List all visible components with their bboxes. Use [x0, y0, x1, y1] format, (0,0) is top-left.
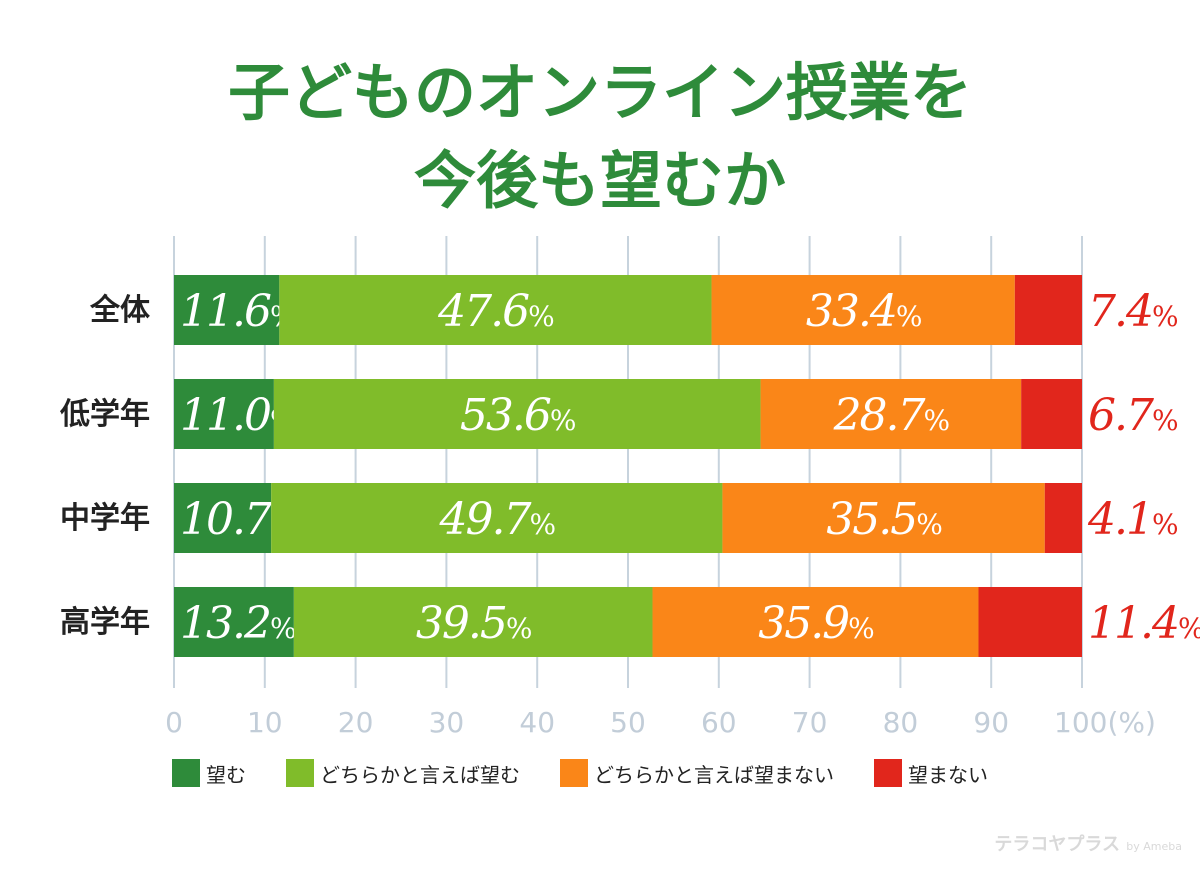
bar-somewhat-not-want-0 — [711, 275, 1015, 345]
legend-label-not-want: 望まない — [908, 762, 988, 787]
bar-somewhat-want-2 — [271, 483, 723, 553]
bar-want-3 — [174, 587, 294, 657]
legend-label-somewhat-want: どちらかと言えば望む — [320, 762, 520, 787]
watermark-brand: テラコヤプラス — [994, 834, 1120, 855]
bar-somewhat-not-want-3 — [652, 587, 979, 657]
bar-somewhat-want-1 — [273, 379, 761, 449]
category-label-1: 低学年 — [59, 397, 150, 432]
data-label-want-3: 13.2% — [180, 598, 296, 649]
bar-somewhat-want-0 — [279, 275, 712, 345]
legend-label-somewhat-not-want: どちらかと言えば望まない — [594, 762, 834, 787]
legend: 望む どちらかと言えば望む どちらかと言えば望まない 望まない — [172, 758, 1028, 788]
bar-want-2 — [174, 483, 272, 553]
data-label-not-want-0: 7.4% — [1088, 286, 1178, 337]
x-tick-label-2: 20 — [338, 706, 374, 739]
x-tick-label-0: 0 — [165, 706, 183, 739]
x-tick-label-1: 10 — [247, 706, 283, 739]
bar-not-want-1 — [1021, 379, 1082, 449]
data-label-not-want-2: 4.1% — [1087, 494, 1178, 545]
category-label-0: 全体 — [89, 293, 151, 328]
data-label-somewhat-want-1: 53.6% — [460, 390, 576, 441]
legend-swatch-somewhat-want — [286, 759, 314, 787]
data-label-somewhat-want-2: 49.7% — [439, 494, 556, 545]
data-label-somewhat-not-want-3: 35.9% — [758, 598, 874, 649]
chart-title-line-2: 今後も望むか — [413, 144, 786, 217]
data-label-somewhat-want-0: 47.6% — [437, 286, 554, 337]
bar-not-want-0 — [1014, 275, 1082, 345]
data-label-somewhat-not-want-0: 33.4% — [806, 286, 922, 337]
x-tick-label-5: 50 — [610, 706, 646, 739]
data-label-somewhat-want-3: 39.5% — [416, 598, 532, 649]
x-tick-label-10: 100(%) — [1054, 706, 1156, 739]
watermark-by: by Ameba — [1126, 840, 1182, 853]
category-label-3: 高学年 — [60, 605, 150, 640]
legend-swatch-not-want — [874, 759, 902, 787]
x-tick-label-3: 30 — [429, 706, 465, 739]
bar-want-1 — [174, 379, 274, 449]
legend-item-somewhat-want: どちらかと言えば望む — [286, 759, 520, 788]
data-label-somewhat-not-want-2: 35.5% — [826, 494, 942, 545]
bar-somewhat-not-want-2 — [722, 483, 1045, 553]
category-label-2: 中学年 — [60, 501, 150, 536]
x-tick-label-7: 70 — [792, 706, 828, 739]
data-label-not-want-1: 6.7% — [1088, 390, 1178, 441]
bar-want-0 — [174, 275, 280, 345]
bar-not-want-2 — [1044, 483, 1082, 553]
legend-item-somewhat-not-want: どちらかと言えば望まない — [560, 759, 834, 788]
x-tick-label-4: 40 — [519, 706, 555, 739]
x-tick-label-9: 90 — [973, 706, 1009, 739]
data-label-somewhat-not-want-1: 28.7% — [833, 390, 950, 441]
bar-not-want-3 — [978, 587, 1082, 657]
legend-item-not-want: 望まない — [874, 759, 988, 788]
legend-item-want: 望む — [172, 759, 246, 788]
x-tick-label-6: 60 — [701, 706, 737, 739]
chart-title-line-1: 子どものオンライン授業を — [227, 56, 972, 129]
x-tick-label-8: 80 — [883, 706, 919, 739]
bar-somewhat-not-want-1 — [760, 379, 1022, 449]
bar-somewhat-want-3 — [293, 587, 653, 657]
legend-swatch-somewhat-not-want — [560, 759, 588, 787]
legend-swatch-want — [172, 759, 200, 787]
brand-watermark: テラコヤプラス by Ameba — [994, 830, 1182, 856]
legend-label-want: 望む — [206, 762, 246, 787]
data-label-not-want-3: 11.4% — [1088, 598, 1200, 649]
